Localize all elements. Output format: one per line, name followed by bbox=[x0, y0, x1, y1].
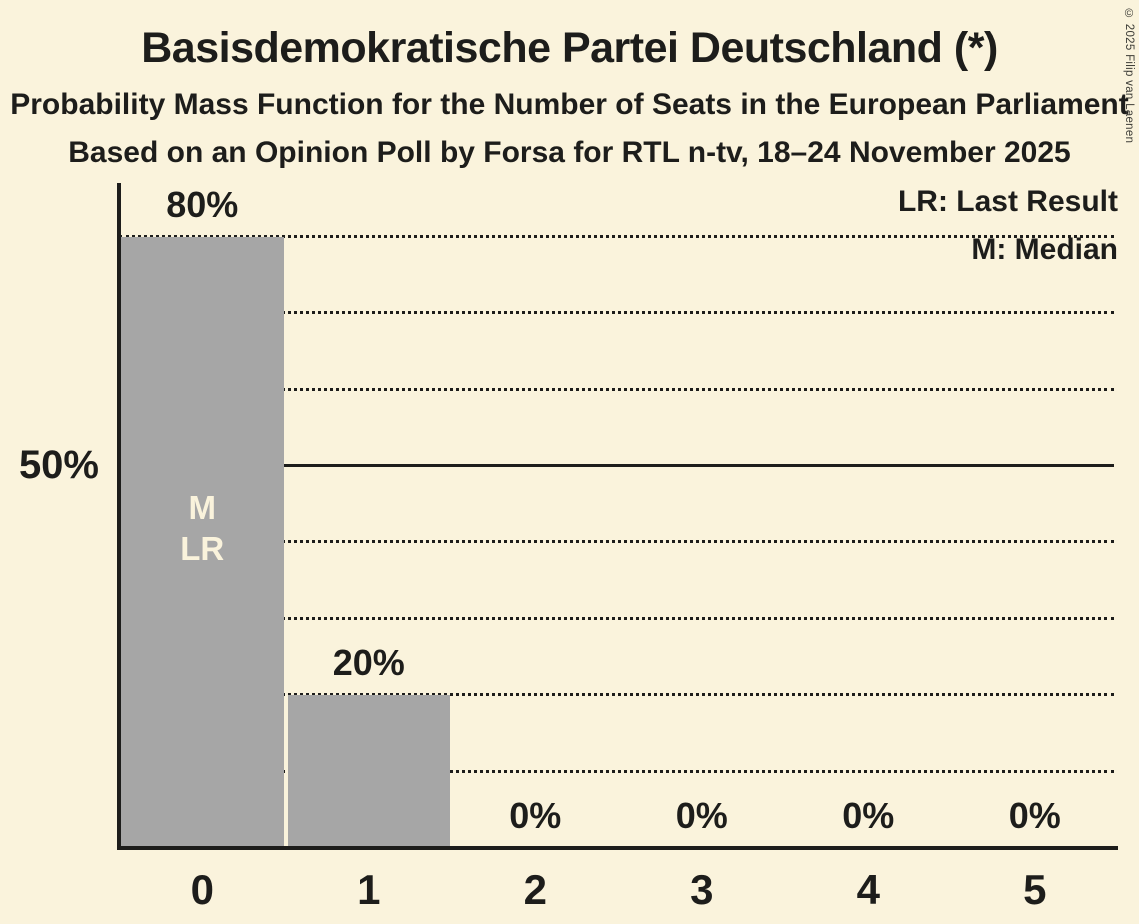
legend-last-result: LR: Last Result bbox=[897, 185, 1118, 218]
gridline-30 bbox=[119, 616, 1114, 620]
x-tick-label-4: 4 bbox=[856, 866, 880, 913]
bar-seats-0 bbox=[121, 236, 284, 846]
gridline-solid-50 bbox=[119, 464, 1114, 467]
value-label-seats-0: 80% bbox=[166, 183, 239, 225]
legend-median: M: Median bbox=[971, 233, 1118, 266]
x-tick-label-2: 2 bbox=[523, 866, 547, 913]
value-label-seats-4: 0% bbox=[842, 795, 895, 836]
gridline-10 bbox=[119, 769, 1114, 773]
y-axis-tick-label: 50% bbox=[18, 443, 99, 487]
gridline-20 bbox=[119, 693, 1114, 697]
x-tick-label-5: 5 bbox=[1023, 866, 1047, 913]
chart-legend: LR: Last Result M: Median bbox=[898, 178, 1118, 274]
chart-subtitle-source: Based on an Opinion Poll by Forsa for RT… bbox=[68, 136, 1071, 169]
bar-marker-median-lastresult: M LR bbox=[120, 487, 284, 569]
copyright-notice: © 2025 Filip van Laenen bbox=[1123, 8, 1135, 144]
gridline-40 bbox=[119, 540, 1114, 544]
x-tick-label-0: 0 bbox=[190, 866, 214, 913]
x-tick-label-3: 3 bbox=[690, 866, 714, 913]
value-label-seats-5: 0% bbox=[1008, 795, 1061, 836]
value-label-seats-2: 0% bbox=[509, 795, 562, 836]
chart-title: Basisdemokratische Partei Deutschland (*… bbox=[141, 24, 998, 72]
x-axis-line bbox=[117, 846, 1118, 850]
value-label-seats-3: 0% bbox=[675, 795, 728, 836]
bar-marker-line: M bbox=[188, 489, 217, 526]
bar-marker-line: LR bbox=[180, 530, 225, 567]
value-label-seats-1: 20% bbox=[332, 642, 405, 684]
y-axis-line bbox=[117, 183, 121, 850]
x-tick-label-1: 1 bbox=[357, 866, 381, 913]
chart-subtitle: Probability Mass Function for the Number… bbox=[10, 88, 1129, 121]
gridline-60 bbox=[119, 387, 1114, 391]
gridline-80 bbox=[119, 234, 1114, 238]
bar-seats-1 bbox=[287, 695, 450, 846]
gridline-70 bbox=[119, 311, 1114, 315]
